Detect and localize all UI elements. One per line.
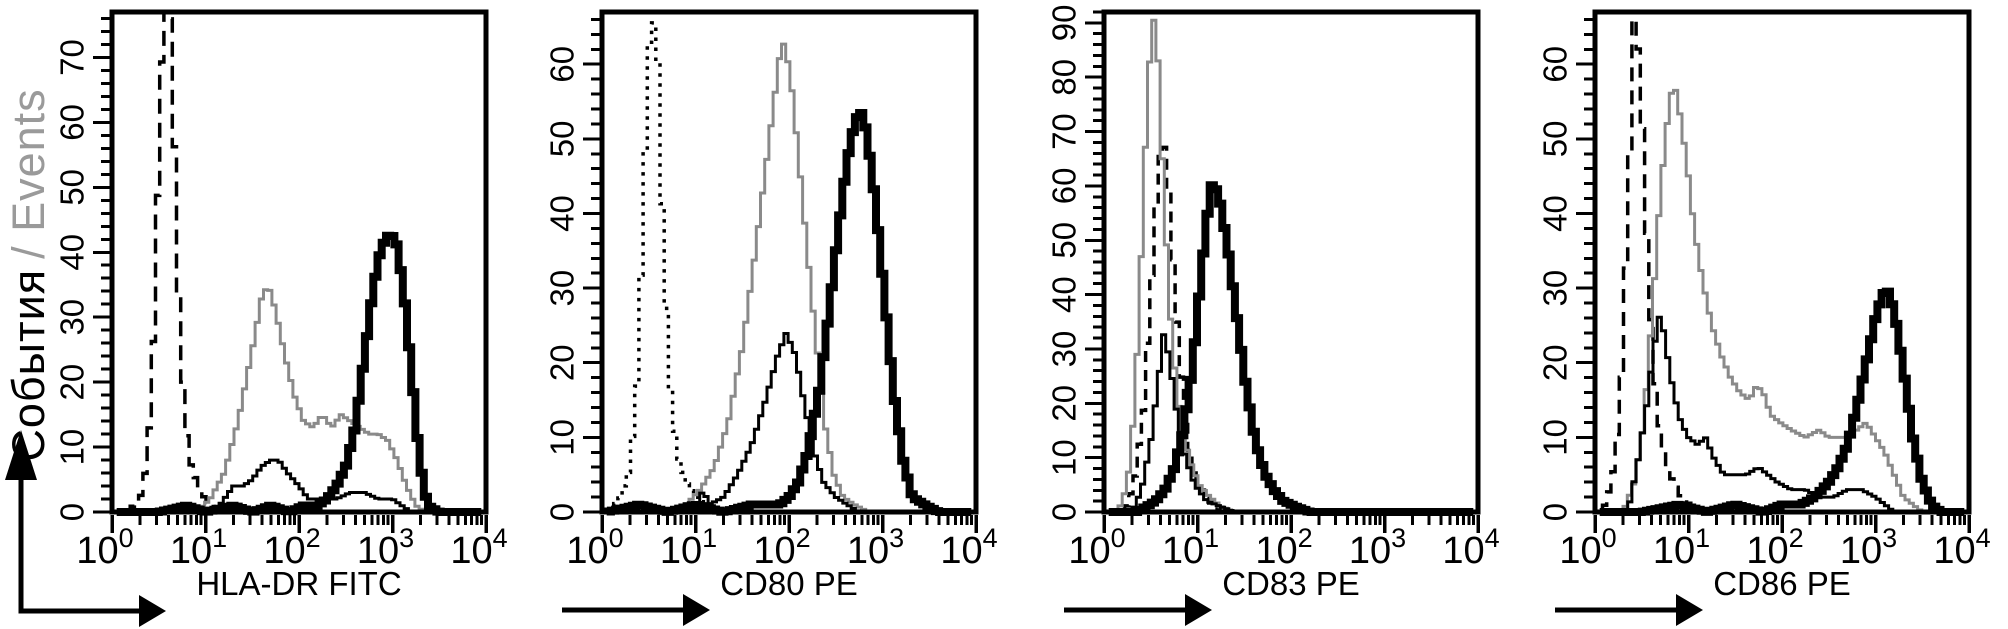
x-axis-arrow-icon [5,430,166,627]
y-tick-label: 60 [1537,46,1574,83]
y-tick-label: 30 [1537,270,1574,307]
x-tick-label: 102 [1746,523,1803,572]
y-tick-label: 50 [1046,222,1083,259]
x-tick-label: 100 [1559,523,1616,572]
y-tick-label: 0 [54,503,91,521]
y-tick-label: 60 [1046,168,1083,205]
axis-arrow-shaft [18,478,139,614]
x-tick-label: 101 [1162,523,1219,572]
x-tick-label: 102 [753,523,810,572]
y-tick-label: 0 [1537,503,1574,521]
y-tick-label: 10 [1537,419,1574,456]
x-axis-arrow-icon [1555,594,1703,626]
y-tick-label: 20 [544,344,581,381]
x-tick-label: 102 [1255,523,1312,572]
x-tick-label: 102 [263,523,320,572]
y-tick-label: 70 [54,39,91,76]
x-tick-label: 101 [170,523,227,572]
x-tick-label: 101 [1653,523,1710,572]
x-tick-label: 103 [357,523,414,572]
y-tick-label: 80 [1046,59,1083,96]
up-arrowhead-icon [5,430,37,480]
x-tick-label: 104 [1442,523,1499,572]
y-tick-label: 30 [1046,331,1083,368]
x-axis-title-cd86-pe: CD86 PE [1713,565,1851,602]
y-axis-label-russian: События [3,268,54,462]
y-tick-label: 20 [1537,344,1574,381]
histogram-panel-cd86-pe: 0 10 20 30 40 50 60 100 101 102 103 104 [1537,9,1991,572]
x-axis-arrow-icon [1064,594,1212,626]
right-arrowhead-icon [1185,594,1212,626]
histogram-panel-hla-dr-fitc: 0 10 20 30 40 50 60 70 100 101 102 103 104 [54,9,508,572]
y-tick-label: 50 [544,121,581,158]
y-tick-label: 90 [1046,5,1083,42]
right-arrowhead-icon [683,594,710,626]
curve-solid-thin [1130,333,1237,514]
y-tick-label: 30 [544,270,581,307]
curve-solid-gray [670,42,870,513]
y-axis-label: События / Events [3,65,54,485]
curve-dashed-control [607,21,726,514]
y-tick-label: 70 [1046,113,1083,150]
x-axis-title-hla-dr-fitc: HLA-DR FITC [196,565,402,602]
curve-solid-thin [1626,315,1896,513]
y-tick-label: 10 [544,419,581,456]
curve-dashed-control [124,10,226,514]
y-tick-label: 0 [544,503,581,521]
curve-dashed-control [1600,17,1700,513]
y-tick-label: 40 [54,234,91,271]
x-tick-label: 100 [1068,523,1125,572]
y-tick-label: 10 [54,429,91,466]
right-arrowhead-icon [139,595,166,627]
x-tick-label: 104 [940,523,997,572]
right-arrowhead-icon [1676,594,1703,626]
curve-solid-gray [194,288,427,513]
y-tick-label: 40 [1537,195,1574,232]
histogram-panel-cd83-pe: 0 10 20 30 40 50 60 70 80 90 100 101 102 103 104 [1046,5,1500,572]
y-tick-label: 60 [544,46,581,83]
x-axis-title-cd80-pe: CD80 PE [720,565,858,602]
y-tick-label: 20 [1046,385,1083,422]
curve-solid-thin [213,458,413,513]
histogram-panel-cd80-pe: 0 10 20 30 40 50 60 100 101 102 103 104 [544,9,998,572]
y-tick-label: 40 [544,195,581,232]
y-tick-label: 0 [1046,503,1083,521]
plot-frame [109,9,489,515]
curve-solid-gray [1621,88,1924,514]
y-tick-label: 60 [54,104,91,141]
y-tick-label: 20 [54,364,91,401]
x-tick-label: 101 [660,523,717,572]
curve-solid-thick [602,109,972,516]
y-tick-label: 50 [1537,121,1574,158]
plot-frame [1592,9,1972,515]
curve-solid-thick [1599,287,1965,516]
x-axis-arrow-icon [562,594,710,626]
y-tick-label: 40 [1046,276,1083,313]
x-tick-label: 104 [450,523,507,572]
plot-frame [1101,9,1481,515]
y-tick-label: 50 [54,169,91,206]
plot-frame [599,9,979,515]
x-tick-label: 103 [1840,523,1897,572]
x-tick-label: 103 [1349,523,1406,572]
curve-solid-thick [116,231,482,516]
curve-solid-thin [694,332,861,513]
x-tick-label: 100 [76,523,133,572]
x-tick-label: 103 [847,523,904,572]
x-axis-title-cd83-pe: CD83 PE [1222,565,1360,602]
x-tick-label: 104 [1933,523,1990,572]
y-axis-label-english: / Events [3,88,54,259]
y-tick-label: 30 [54,299,91,336]
curve-dashed-control [1122,145,1223,513]
y-tick-label: 10 [1046,439,1083,476]
x-tick-label: 100 [566,523,623,572]
